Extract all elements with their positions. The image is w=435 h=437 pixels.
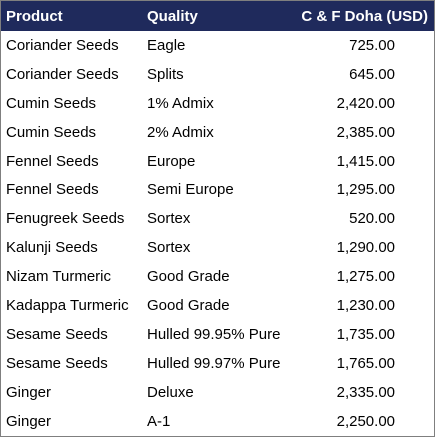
- product-cell: Ginger: [6, 412, 52, 430]
- table-row: Coriander Seeds Splits 645.00: [1, 60, 434, 89]
- product-cell: Sesame Seeds: [6, 354, 108, 372]
- quality-cell: Hulled 99.95% Pure: [147, 325, 281, 343]
- header-price: C & F Doha (USD): [301, 7, 428, 25]
- table-row: Ginger A-1 2,250.00: [1, 407, 434, 436]
- quality-cell: Hulled 99.97% Pure: [147, 354, 281, 372]
- quality-cell: Good Grade: [147, 296, 230, 314]
- quality-cell: 1% Admix: [147, 94, 214, 112]
- table-row: Fennel Seeds Europe 1,415.00: [1, 147, 434, 176]
- table-row: Kalunji Seeds Sortex 1,290.00: [1, 233, 434, 262]
- quality-cell: Eagle: [147, 36, 186, 54]
- product-cell: Cumin Seeds: [6, 94, 97, 112]
- table-header: Product Quality C & F Doha (USD): [1, 1, 434, 31]
- quality-cell: Splits: [147, 65, 184, 83]
- table-row: Fennel Seeds Semi Europe 1,295.00: [1, 175, 434, 204]
- price-cell: 2,385.00: [336, 123, 395, 141]
- product-cell: Fennel Seeds: [6, 152, 99, 170]
- table-row: Sesame Seeds Hulled 99.97% Pure 1,765.00: [1, 349, 434, 378]
- price-cell: 2,420.00: [336, 94, 395, 112]
- quality-cell: A-1: [147, 412, 171, 430]
- quality-cell: Semi Europe: [147, 181, 234, 199]
- product-cell: Coriander Seeds: [6, 36, 119, 54]
- table-row: Sesame Seeds Hulled 99.95% Pure 1,735.00: [1, 320, 434, 349]
- product-cell: Kalunji Seeds: [6, 239, 98, 257]
- table-row: Kadappa Turmeric Good Grade 1,230.00: [1, 291, 434, 320]
- price-cell: 2,335.00: [336, 383, 395, 401]
- price-cell: 1,735.00: [336, 325, 395, 343]
- header-quality: Quality: [147, 7, 198, 25]
- price-cell: 645.00: [349, 65, 395, 83]
- quality-cell: Sortex: [147, 210, 191, 228]
- header-product: Product: [6, 7, 63, 25]
- price-cell: 1,230.00: [336, 296, 395, 314]
- table-row: Nizam Turmeric Good Grade 1,275.00: [1, 262, 434, 291]
- quality-cell: Sortex: [147, 239, 191, 257]
- product-cell: Ginger: [6, 383, 52, 401]
- product-cell: Nizam Turmeric: [6, 268, 112, 286]
- price-cell: 1,415.00: [336, 152, 395, 170]
- table-row: Cumin Seeds 2% Admix 2,385.00: [1, 118, 434, 147]
- quality-cell: Europe: [147, 152, 196, 170]
- table-row: Cumin Seeds 1% Admix 2,420.00: [1, 89, 434, 118]
- price-cell: 1,295.00: [336, 181, 395, 199]
- quality-cell: Deluxe: [147, 383, 194, 401]
- product-cell: Fennel Seeds: [6, 181, 99, 199]
- table-row: Coriander Seeds Eagle 725.00: [1, 31, 434, 60]
- price-cell: 2,250.00: [336, 412, 395, 430]
- price-cell: 520.00: [349, 210, 395, 228]
- price-cell: 1,765.00: [336, 354, 395, 372]
- quality-cell: 2% Admix: [147, 123, 214, 141]
- price-cell: 1,275.00: [336, 268, 395, 286]
- quality-cell: Good Grade: [147, 268, 230, 286]
- price-cell: 725.00: [349, 36, 395, 54]
- product-cell: Sesame Seeds: [6, 325, 108, 343]
- product-cell: Coriander Seeds: [6, 65, 119, 83]
- product-cell: Cumin Seeds: [6, 123, 97, 141]
- table-row: Fenugreek Seeds Sortex 520.00: [1, 204, 434, 233]
- price-cell: 1,290.00: [336, 239, 395, 257]
- product-cell: Fenugreek Seeds: [6, 210, 125, 228]
- table-row: Ginger Deluxe 2,335.00: [1, 378, 434, 407]
- product-cell: Kadappa Turmeric: [6, 296, 129, 314]
